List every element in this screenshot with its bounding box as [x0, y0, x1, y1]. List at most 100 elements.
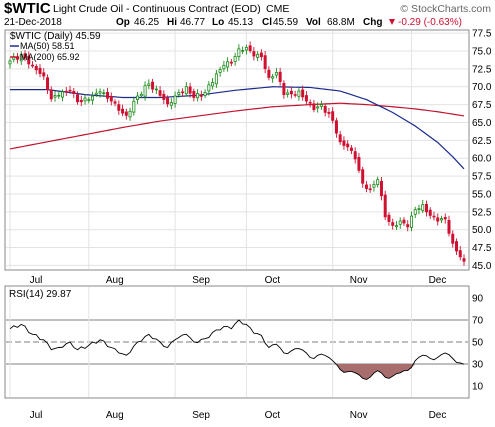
candle-body — [72, 90, 76, 94]
price-x-tick-label: Aug — [106, 275, 124, 286]
price-y-tick-label: 45.0 — [472, 261, 492, 272]
candle — [233, 52, 237, 66]
price-panel-frame — [4, 29, 470, 271]
candle — [282, 80, 286, 99]
candle — [229, 59, 233, 67]
rsi-x-tick-label: Jul — [30, 410, 43, 421]
candle-body — [361, 169, 365, 184]
candle — [244, 44, 248, 55]
candle — [346, 140, 350, 151]
candle — [184, 82, 188, 97]
candle-body — [211, 82, 215, 87]
candle-body — [143, 85, 147, 97]
candle-body — [106, 92, 110, 99]
candle — [462, 254, 466, 266]
candle — [327, 107, 331, 118]
candle — [439, 215, 443, 224]
candle-body — [214, 73, 218, 85]
candle-body — [428, 209, 432, 216]
candle-body — [278, 71, 282, 82]
candle-body — [364, 184, 368, 189]
candle — [304, 91, 308, 105]
candle-body — [327, 111, 331, 114]
price-y-tick-label: 47.5 — [472, 243, 492, 254]
candle-body — [132, 100, 136, 113]
candle — [222, 60, 226, 72]
candle — [259, 49, 263, 61]
candle-body — [286, 92, 290, 95]
candle — [424, 200, 428, 217]
candle — [214, 69, 218, 88]
legend-price: $WTIC (Daily) 45.59 — [10, 31, 101, 42]
candle-body — [439, 218, 443, 221]
candle — [379, 176, 383, 201]
candle-body — [383, 194, 387, 218]
candle — [338, 130, 342, 145]
candle-body — [109, 96, 113, 102]
candle — [402, 217, 406, 226]
candle-body — [248, 45, 252, 52]
candle — [87, 97, 91, 104]
price-y-tick-label: 72.5 — [472, 64, 492, 75]
candle-body — [139, 93, 143, 97]
price-y-tick-label: 62.5 — [472, 136, 492, 147]
candle — [293, 90, 297, 98]
price-x-tick-label: Nov — [350, 275, 368, 286]
candle-body — [226, 61, 230, 68]
candle — [49, 86, 53, 102]
candle — [98, 88, 102, 98]
price-y-tick-label: 50.0 — [472, 225, 492, 236]
candle — [256, 51, 260, 62]
candle-body — [46, 77, 50, 90]
price-grid — [6, 31, 468, 269]
candle-body — [293, 94, 297, 96]
candle-body — [271, 76, 275, 79]
candle-body — [402, 219, 406, 224]
price-y-tick-label: 70.0 — [472, 82, 492, 93]
high-value: 46.77 — [180, 17, 205, 28]
candle-body — [113, 101, 117, 104]
candle — [432, 211, 436, 221]
candle — [342, 136, 346, 150]
candle-body — [379, 181, 383, 197]
candle — [181, 88, 185, 97]
candle-body — [181, 91, 185, 94]
low-value: 45.13 — [228, 17, 253, 28]
candle — [226, 57, 230, 72]
candle — [196, 89, 200, 102]
watermark: © StockCharts.com — [400, 3, 491, 15]
candle-body — [177, 92, 181, 95]
candle-body — [154, 88, 158, 91]
rsi-y-tick-label: 50 — [472, 338, 484, 349]
rsi-x-axis: Jul Aug Sep Oct Nov Dec — [30, 410, 447, 421]
price-x-axis: Jul Aug Sep Oct Nov Dec — [30, 275, 447, 286]
legend-ma200: MA(200) 65.92 — [20, 52, 80, 62]
candle-body — [256, 53, 260, 58]
price-y-tick-label: 57.5 — [472, 172, 492, 183]
candle — [211, 77, 215, 90]
candle — [413, 206, 417, 219]
symbol: $WTIC — [4, 0, 51, 17]
candle-body — [222, 64, 226, 70]
candle-body — [319, 104, 323, 107]
candle-body — [331, 111, 335, 121]
candle-body — [387, 214, 391, 222]
candle — [316, 102, 320, 113]
candle-body — [233, 56, 237, 62]
candle-body — [79, 99, 83, 103]
price-y-tick-label: 75.0 — [472, 47, 492, 58]
candle — [53, 90, 57, 102]
candle-body — [349, 147, 353, 151]
candle-body — [57, 94, 61, 97]
candle-body — [64, 90, 68, 93]
candle-body — [436, 217, 440, 222]
rsi-x-tick-label: Oct — [265, 410, 281, 421]
change-value: -0.29 (-0.63%) — [398, 17, 462, 28]
candle — [199, 90, 203, 101]
candle-body — [376, 179, 380, 185]
candle — [42, 68, 46, 80]
candle-body — [98, 91, 102, 94]
candle — [139, 91, 143, 99]
candle — [34, 63, 38, 75]
